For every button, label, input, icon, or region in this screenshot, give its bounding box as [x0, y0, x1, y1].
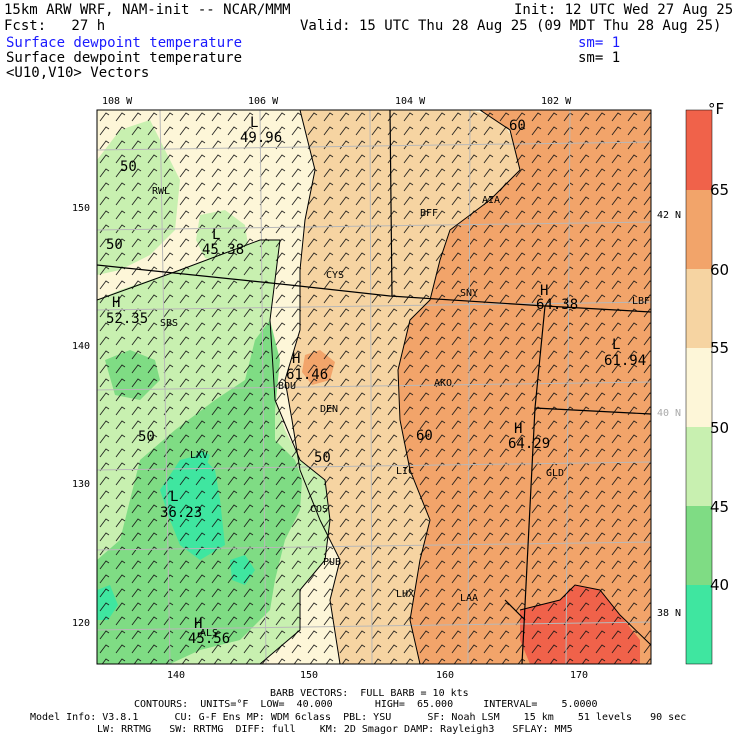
contour-label: 50	[138, 429, 155, 445]
contour-label: 50	[314, 450, 331, 466]
extremum-type: L	[212, 227, 221, 243]
colorbar	[685, 109, 713, 665]
station-label: DEN	[320, 404, 339, 415]
bottom-label-140: 140	[167, 670, 186, 681]
station-label: SNY	[460, 288, 479, 299]
extremum-type: H	[112, 295, 121, 311]
colorbar-tick: 45	[710, 498, 730, 516]
right-lat-38: 38 N	[657, 608, 682, 619]
field-smooth-primary: sm= 1	[578, 35, 621, 51]
extremum-value: 49.96	[240, 130, 283, 146]
map-frame	[96, 109, 652, 665]
contour-label: 50	[120, 159, 137, 175]
contours-note: CONTOURS: UNITS=°F LOW= 40.000 HIGH= 65.…	[134, 699, 598, 710]
extremum-value: 61.94	[604, 353, 647, 369]
field-title-primary: Surface dewpoint temperature	[6, 35, 243, 51]
bottom-label-150: 150	[300, 670, 319, 681]
contour-label: 60	[509, 118, 526, 134]
colorbar-swatch	[686, 190, 712, 269]
colorbar-tick: 65	[710, 181, 730, 199]
station-label: AIA	[482, 195, 501, 206]
station-label: CYS	[326, 270, 345, 281]
left-label-150: 150	[72, 203, 91, 214]
station-label: LHX	[396, 589, 415, 600]
station-label: LIC	[396, 466, 415, 477]
forecast-hour: Fcst: 27 h	[4, 18, 106, 34]
station-label: SBS	[160, 318, 179, 329]
top-lon-104: 104 W	[395, 96, 426, 107]
extremum-value: 52.35	[106, 311, 149, 327]
bottom-label-170: 170	[570, 670, 589, 681]
right-lat-42: 42 N	[657, 210, 682, 221]
station-label: ALS	[200, 628, 219, 639]
model-info-physics: LW: RRTMG SW: RRTMG DIFF: full KM: 2D Sm…	[97, 724, 573, 735]
left-label-140: 140	[72, 341, 91, 352]
extremum-value: 45.56	[188, 631, 231, 647]
extremum-type: H	[292, 351, 301, 367]
colorbar-tick: 60	[710, 261, 730, 279]
colorbar-tick: 50	[710, 419, 730, 437]
contour-label: 60	[416, 428, 433, 444]
station-label: AKO	[434, 378, 453, 389]
left-label-130: 130	[72, 479, 91, 490]
colorbar-unit: °F	[708, 100, 725, 118]
colorbar-swatch	[686, 585, 712, 664]
dewpoint-field	[97, 110, 651, 664]
station-label: BFF	[420, 208, 439, 219]
station-label: BOU	[278, 381, 297, 392]
barb-vectors-note: BARB VECTORS: FULL BARB = 10 kts	[270, 688, 469, 699]
init-time: Init: 12 UTC Wed 27 Aug 25	[514, 2, 734, 18]
colorbar-swatch	[686, 110, 712, 190]
model-title: 15km ARW WRF, NAM-init -- NCAR/MMM	[4, 2, 291, 18]
field-smooth-secondary: sm= 1	[578, 50, 621, 66]
extremum-value: 64.38	[536, 297, 579, 313]
left-label-120: 120	[72, 618, 91, 629]
station-label: LXV	[190, 450, 209, 461]
station-label: COS	[310, 504, 329, 515]
right-lat-40: 40 N	[657, 408, 682, 419]
station-label: LAA	[460, 593, 479, 604]
wind-barbs	[97, 110, 651, 664]
extremum-type: L	[170, 489, 179, 505]
extremum-type: L	[250, 115, 259, 131]
extremum-value: 45.38	[202, 242, 245, 258]
colorbar-tick: 40	[710, 576, 730, 594]
bottom-label-160: 160	[436, 670, 455, 681]
top-lon-108: 108 W	[102, 96, 133, 107]
extremum-type: L	[612, 337, 621, 353]
station-label: LBF	[632, 296, 651, 307]
station-label: GLD	[546, 468, 565, 479]
station-label: RWL	[152, 186, 171, 197]
extremum-type: H	[194, 616, 203, 632]
extremum-type: H	[540, 283, 549, 299]
colorbar-tick: 55	[710, 339, 730, 357]
extremum-value: 64.29	[508, 436, 551, 452]
model-info: Model Info: V3.8.1 CU: G-F Ens MP: WDM 6…	[30, 712, 687, 723]
contour-label: 50	[106, 237, 123, 253]
station-label: PUB	[323, 557, 342, 568]
top-lon-106: 106 W	[248, 96, 279, 107]
contour-lines	[97, 110, 651, 664]
top-lon-102: 102 W	[541, 96, 572, 107]
lat-lon-grid	[97, 110, 651, 664]
extremum-value: 61.46	[286, 367, 329, 383]
field-title-secondary: Surface dewpoint temperature	[6, 50, 243, 66]
extremum-value: 36.23	[160, 505, 203, 521]
colorbar-swatch	[686, 427, 712, 506]
colorbar-swatch	[686, 506, 712, 585]
vectors-label: <U10,V10> Vectors	[6, 65, 150, 81]
extremum-type: H	[514, 421, 523, 437]
valid-time: Valid: 15 UTC Thu 28 Aug 25 (09 MDT Thu …	[300, 18, 722, 34]
colorbar-swatch	[686, 269, 712, 348]
colorbar-swatch	[686, 348, 712, 427]
state-boundaries	[97, 110, 651, 664]
